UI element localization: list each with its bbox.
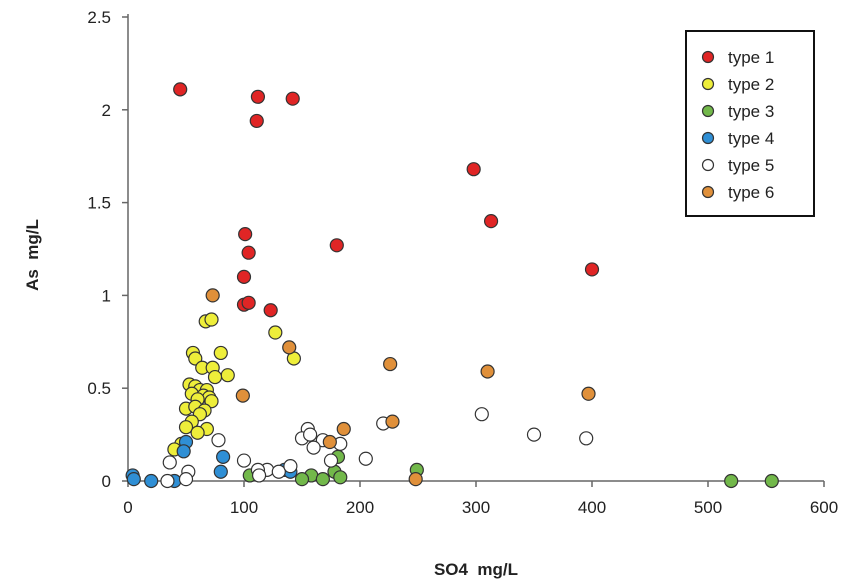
x-axis-title: SO4 mg/L xyxy=(434,560,518,579)
data-point xyxy=(250,89,266,104)
data-point xyxy=(216,449,231,464)
legend-label: type 1 xyxy=(728,48,774,67)
data-point xyxy=(251,468,267,483)
y-axis-title: As mg/L xyxy=(23,219,42,291)
legend-marker xyxy=(701,158,715,172)
y-tick-label: 1.5 xyxy=(87,194,111,213)
data-point xyxy=(190,425,205,440)
data-point xyxy=(144,473,159,489)
data-point xyxy=(178,420,194,435)
data-point xyxy=(383,356,398,372)
data-point xyxy=(283,459,298,474)
data-point xyxy=(306,440,321,455)
series-2 xyxy=(167,312,301,457)
data-point xyxy=(303,427,318,442)
data-point xyxy=(282,340,297,355)
data-point xyxy=(474,407,489,422)
data-point xyxy=(241,245,256,260)
series-3 xyxy=(242,449,779,489)
data-point xyxy=(315,472,330,487)
data-point xyxy=(358,451,373,466)
data-point xyxy=(178,472,194,487)
data-point xyxy=(268,325,283,340)
data-point xyxy=(323,453,339,468)
series-5 xyxy=(160,407,594,489)
legend-marker xyxy=(701,104,715,118)
x-tick-label: 200 xyxy=(346,498,374,517)
x-tick-label: 300 xyxy=(462,498,490,517)
data-point xyxy=(294,472,310,487)
x-tick-label: 0 xyxy=(123,498,132,517)
y-tick-label: 0.5 xyxy=(87,379,111,398)
x-tick-label: 600 xyxy=(810,498,838,517)
data-point xyxy=(483,214,499,229)
data-point xyxy=(211,433,226,448)
legend: type 1 type 2 type 3 type 4 type 5 type 6 xyxy=(685,30,815,217)
data-point xyxy=(764,473,779,489)
series-6 xyxy=(205,288,596,487)
legend-label: type 5 xyxy=(728,156,774,175)
data-point xyxy=(207,369,223,385)
data-point xyxy=(322,434,337,450)
data-point xyxy=(249,113,264,129)
data-point xyxy=(329,238,344,253)
data-point xyxy=(241,295,256,310)
x-tick-label: 500 xyxy=(694,498,722,517)
y-tick-label: 0 xyxy=(102,472,111,491)
data-point xyxy=(271,464,286,479)
x-ticks: 0 100 200 300 400 500 600 xyxy=(123,481,838,517)
data-point xyxy=(205,288,220,303)
data-point xyxy=(724,473,739,489)
x-tick-label: 100 xyxy=(230,498,258,517)
y-ticks: 0 0.5 1 1.5 2 2.5 xyxy=(87,8,128,491)
data-point xyxy=(213,345,228,361)
data-point xyxy=(579,431,594,446)
data-point xyxy=(213,464,228,479)
y-tick-label: 2 xyxy=(102,101,111,120)
data-point xyxy=(160,473,175,489)
data-point xyxy=(162,455,177,470)
data-point xyxy=(285,91,300,106)
data-point xyxy=(333,470,348,485)
data-point xyxy=(204,312,219,327)
data-point xyxy=(236,453,252,468)
legend-marker xyxy=(701,185,715,199)
data-point xyxy=(385,414,400,429)
legend-label: type 4 xyxy=(728,129,774,148)
y-tick-label: 2.5 xyxy=(87,8,111,27)
data-point xyxy=(173,82,188,97)
data-point xyxy=(480,364,495,379)
series-1 xyxy=(173,82,600,318)
data-point xyxy=(263,303,278,318)
legend-label: type 3 xyxy=(728,102,774,121)
data-point xyxy=(466,162,481,177)
x-tick-label: 400 xyxy=(578,498,606,517)
data-point xyxy=(581,386,596,401)
data-point xyxy=(238,227,253,242)
legend-label: type 2 xyxy=(728,75,774,94)
legend-marker xyxy=(701,131,715,145)
data-point xyxy=(176,444,191,459)
data-point xyxy=(336,421,351,437)
data-points xyxy=(125,82,779,489)
y-tick-label: 1 xyxy=(102,286,111,305)
legend-marker xyxy=(701,77,715,91)
data-point xyxy=(235,388,250,403)
data-point xyxy=(126,472,141,487)
series-4 xyxy=(125,434,298,489)
data-point xyxy=(220,368,235,383)
data-point xyxy=(526,427,542,442)
data-point xyxy=(236,269,252,284)
data-point xyxy=(584,262,600,277)
legend-marker xyxy=(701,50,715,64)
legend-label: type 6 xyxy=(728,183,774,202)
data-point xyxy=(408,472,423,487)
